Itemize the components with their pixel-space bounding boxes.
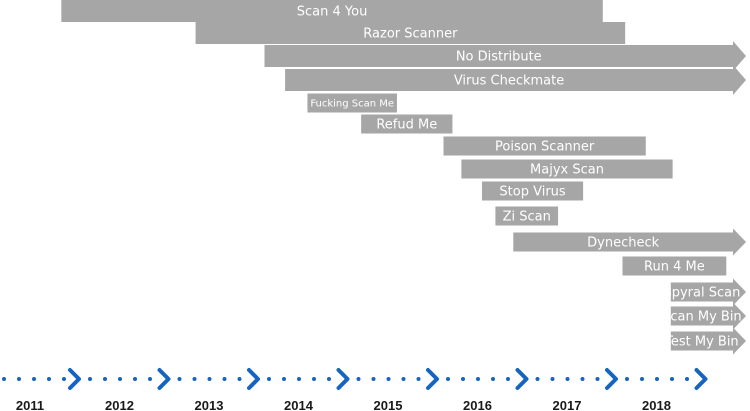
axis-dot [47, 377, 51, 381]
axis-dot [207, 377, 212, 381]
year-tick-label: 2016 [463, 398, 492, 411]
bar-poison-scanner [443, 136, 646, 156]
bar-spyral-scan [670, 278, 746, 306]
axis-chevron-icon [426, 368, 439, 390]
axis-dot [476, 377, 480, 381]
axis-dot [386, 377, 391, 381]
axis-dot [401, 377, 406, 381]
axis-dot [297, 377, 301, 381]
axis-dot [88, 377, 92, 381]
axis-dot [595, 377, 600, 381]
axis-dot [133, 377, 137, 381]
axis-dot [2, 377, 6, 381]
bar-label: Run 4 Me [644, 260, 705, 275]
bar-razor-scanner [195, 22, 626, 44]
axis-dot [327, 377, 331, 381]
bar-label: Scan 4 You [297, 5, 368, 20]
axis-dot [461, 377, 465, 381]
axis-chevron-icon [605, 368, 618, 390]
axis-dot [640, 377, 644, 381]
axis-dot [655, 377, 659, 381]
year-tick-label: 2011 [16, 398, 44, 411]
bar-zi-scan [495, 206, 559, 226]
year-tick-label: 2012 [105, 398, 134, 411]
axis-dot [550, 377, 555, 381]
bar-label: Fucking Scan Me [310, 99, 394, 110]
year-tick-label: 2015 [374, 398, 403, 411]
bar-label: Zi Scan [503, 210, 551, 225]
axis-dot [118, 377, 122, 381]
axis-dot [148, 377, 152, 381]
axis-dot [625, 377, 629, 381]
bar-label: Test My Bin [664, 335, 739, 350]
axis-dot [580, 377, 585, 381]
year-tick-label: 2017 [553, 398, 582, 411]
bar-label: Majyx Scan [530, 163, 604, 178]
year-tick-label: 2014 [284, 398, 314, 411]
axis-dot [192, 377, 197, 381]
axis-dot [222, 377, 227, 381]
bar-virus-checkmate [285, 65, 746, 95]
axis-dot [535, 377, 540, 381]
axis-chevron-icon [157, 368, 171, 390]
bar-label: Spyral Scan [663, 286, 740, 301]
bar-label: Refud Me [376, 118, 437, 133]
axis-dot [371, 377, 376, 381]
timeline-axis: 2011 2012 2013 2014 2015 2016 2017 2018 [2, 368, 708, 411]
axis-dot [416, 377, 421, 381]
bar-label: Poison Scanner [495, 140, 595, 155]
axis-dot [565, 377, 570, 381]
axis-dot [446, 377, 450, 381]
year-tick-label: 2018 [642, 398, 671, 411]
axis-dot [685, 377, 689, 381]
bars-layer: Scan 4 You Razor Scanner No Distribute Viru… [61, 0, 746, 355]
axis-chevron-icon [336, 368, 350, 390]
axis-chevron-icon [694, 368, 708, 390]
axis-dot [237, 377, 242, 381]
bar-label: Razor Scanner [363, 27, 458, 42]
bar-no-distribute [264, 41, 746, 71]
bar-label: Virus Checkmate [454, 74, 564, 89]
axis-chevron-icon [247, 368, 260, 390]
axis-dot [62, 377, 66, 381]
axis-dot [506, 377, 510, 381]
axis-dot [32, 377, 36, 381]
axis-dot [267, 377, 271, 381]
axis-chevron-icon [515, 368, 529, 390]
axis-dot [312, 377, 316, 381]
bar-label: Dynecheck [587, 236, 659, 251]
bar-dynecheck [513, 228, 746, 256]
axis-dot [282, 377, 286, 381]
bar-test-my-bin [670, 327, 746, 355]
axis-dot [17, 377, 21, 381]
axis-dot [177, 377, 182, 381]
bar-refud-me [361, 114, 453, 134]
axis-dot [670, 377, 674, 381]
axis-dot [103, 377, 107, 381]
bar-scan-4-you [61, 0, 603, 22]
axis-dot [356, 377, 361, 381]
axis-dot [491, 377, 495, 381]
bar-run-4-me [622, 256, 727, 276]
bar-label: No Distribute [456, 50, 542, 65]
axis-chevron-icon [68, 368, 81, 390]
year-tick-label: 2013 [195, 398, 224, 411]
bar-fucking-scan-me [307, 93, 397, 113]
bar-label: Stop Virus [499, 185, 565, 200]
bar-scan-my-bin [670, 302, 746, 330]
bar-stop-virus [481, 181, 584, 201]
bar-majyx-scan [461, 159, 673, 179]
bar-label: Scan My Bin [662, 310, 742, 325]
